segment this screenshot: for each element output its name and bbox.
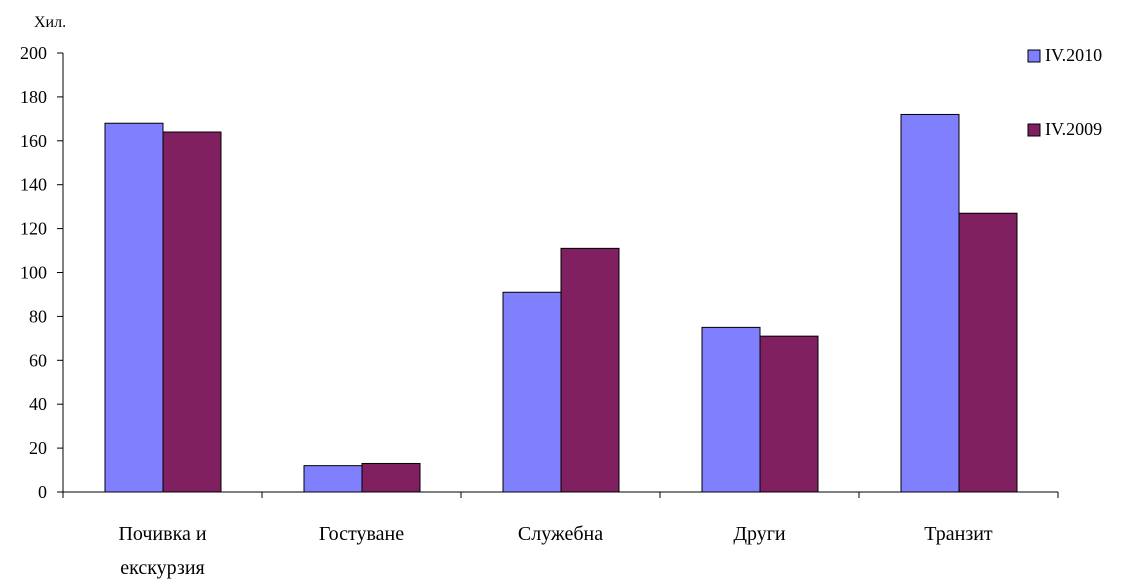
bar-iv-2009-0 [162, 131, 222, 493]
y-axis: 0 20 40 60 80 100 120 140 160 180 200 [20, 43, 64, 502]
y-tick-label: 140 [20, 175, 47, 195]
bar-iv-2010-2 [502, 291, 562, 493]
x-category-label: екскурзия [120, 557, 204, 579]
x-category-label: Други [733, 523, 786, 545]
y-tick-label: 80 [29, 306, 47, 326]
bar-iv-2010-3 [701, 326, 761, 493]
bar-iv-2009-1 [361, 462, 421, 493]
bar-iv-2010-0 [104, 122, 164, 493]
y-tick-label: 20 [29, 438, 47, 458]
bar-iv-2009-4 [958, 212, 1018, 493]
bar-iv-2010-1 [303, 465, 363, 493]
bars [104, 113, 1018, 493]
y-tick-label: 180 [20, 87, 47, 107]
y-tick-label: 200 [20, 43, 47, 63]
y-tick-label: 60 [29, 350, 47, 370]
y-tick-label: 160 [20, 131, 47, 151]
legend-swatch [1027, 123, 1041, 137]
y-axis-unit-label: Хил. [34, 14, 66, 31]
y-tick-label: 0 [38, 482, 47, 502]
bar-iv-2009-3 [759, 335, 819, 493]
y-tick-label: 120 [20, 219, 47, 239]
y-tick-label: 40 [29, 394, 47, 414]
legend-label: IV.2010 [1045, 45, 1102, 65]
category-labels: Почивка и екскурзия Гостуване Служебна Други… [118, 523, 993, 579]
x-axis [62, 491, 1059, 498]
y-tick-label: 100 [20, 263, 47, 283]
x-category-label: Служебна [518, 523, 603, 545]
x-category-label: Транзит [924, 523, 993, 545]
x-category-label: Гостуване [319, 523, 404, 545]
bar-iv-2010-4 [900, 113, 960, 493]
legend-swatch [1027, 49, 1041, 63]
x-category-label: Почивка и [118, 523, 206, 545]
legend-label: IV.2009 [1045, 119, 1102, 139]
legend: IV.2010 IV.2009 [1027, 45, 1102, 139]
bar-iv-2009-2 [560, 247, 620, 493]
